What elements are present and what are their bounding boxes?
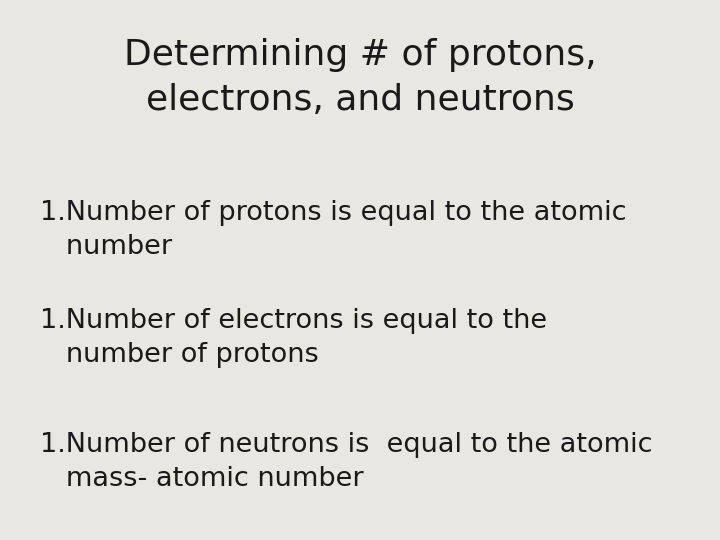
- Text: 1.Number of protons is equal to the atomic
   number: 1.Number of protons is equal to the atom…: [40, 200, 626, 260]
- Text: 1.Number of electrons is equal to the
   number of protons: 1.Number of electrons is equal to the nu…: [40, 308, 546, 368]
- Text: 1.Number of neutrons is  equal to the atomic
   mass- atomic number: 1.Number of neutrons is equal to the ato…: [40, 432, 652, 492]
- Text: Determining # of protons,
electrons, and neutrons: Determining # of protons, electrons, and…: [124, 38, 596, 117]
